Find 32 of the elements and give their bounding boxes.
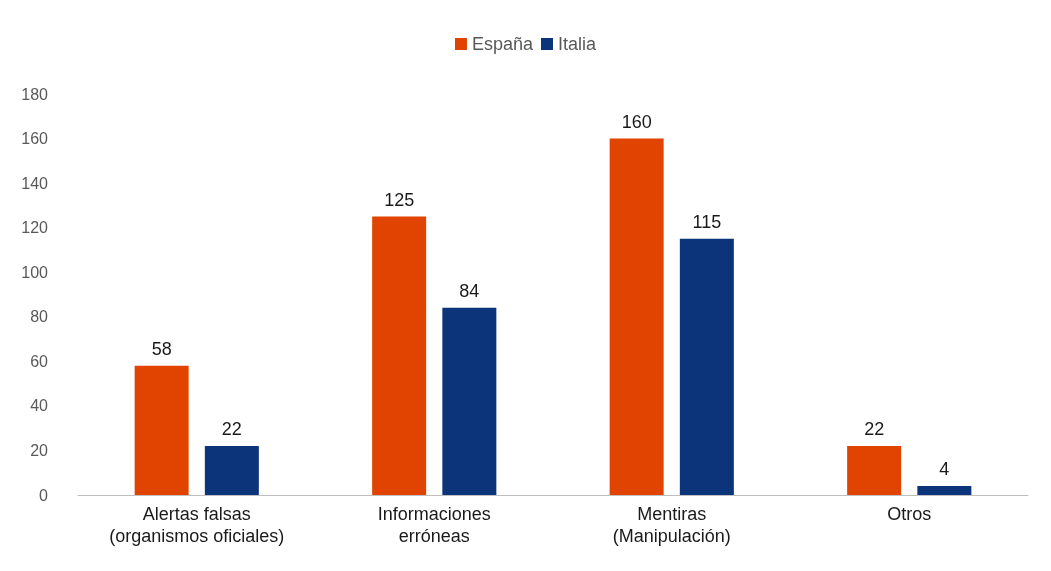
y-tick-label: 180: [21, 85, 49, 103]
bar: [609, 138, 664, 495]
data-label: 4: [939, 459, 950, 480]
y-tick-label: 20: [30, 441, 49, 459]
bar: [204, 445, 259, 495]
data-label: 84: [459, 280, 480, 301]
bar: [847, 445, 902, 495]
x-tick-label: Alertas falsas (organismos oficiales): [109, 504, 285, 546]
y-tick-label: 120: [21, 219, 49, 237]
y-tick-label: 140: [21, 174, 49, 192]
y-tick-label: 160: [21, 130, 49, 148]
data-label: 22: [221, 418, 242, 439]
data-label: 160: [621, 111, 652, 132]
y-tick-label: 0: [39, 486, 49, 504]
data-label: 125: [384, 189, 415, 210]
bar: [679, 238, 734, 495]
x-tick-label: Otros: [887, 504, 932, 524]
bar: [917, 486, 972, 495]
x-tick-label: Mentiras (Manipulación): [612, 504, 731, 546]
legend-label: Italia: [558, 34, 598, 54]
data-label: 115: [692, 211, 722, 232]
y-tick-label: 60: [30, 352, 49, 370]
bar: [372, 216, 427, 495]
data-label: 22: [864, 418, 885, 439]
y-tick-label: 40: [30, 397, 49, 415]
y-tick-label: 100: [21, 263, 49, 281]
x-tick-label: Informaciones erróneas: [377, 504, 491, 546]
data-label: 58: [151, 338, 172, 359]
bar: [442, 307, 497, 495]
bar: [134, 365, 189, 495]
legend-label: España: [471, 34, 534, 54]
y-tick-label: 80: [30, 308, 49, 326]
